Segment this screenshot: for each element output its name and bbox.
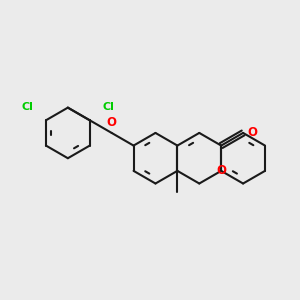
Text: O: O <box>216 164 226 177</box>
Text: O: O <box>107 116 117 129</box>
Text: O: O <box>247 126 257 140</box>
Text: Cl: Cl <box>21 102 33 112</box>
Text: Cl: Cl <box>103 102 115 112</box>
